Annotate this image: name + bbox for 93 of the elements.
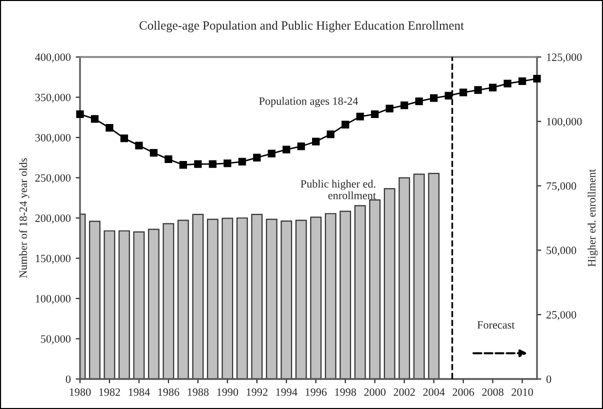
point: [194, 160, 202, 168]
point: [518, 77, 526, 85]
bar: [398, 177, 410, 379]
bar: [104, 230, 116, 379]
point: [488, 84, 497, 92]
bar: [340, 210, 352, 379]
bar: [162, 223, 174, 379]
bar: [324, 213, 336, 379]
bar: [118, 230, 130, 379]
bar: [192, 214, 204, 379]
bar: [251, 214, 263, 379]
point: [282, 146, 290, 154]
point: [150, 148, 158, 157]
point: [90, 115, 99, 123]
point: [533, 74, 541, 83]
y2-tick-label: 75,000: [546, 182, 576, 192]
series-label: Population ages 18-24: [259, 97, 358, 108]
point: [135, 142, 143, 150]
y-tick-label: 300,000: [35, 134, 71, 144]
x-tick-label: 2006: [452, 388, 474, 396]
point: [208, 160, 216, 168]
bar: [428, 172, 440, 379]
point: [444, 92, 452, 100]
point: [400, 101, 408, 110]
x-tick-label: 2000: [364, 388, 386, 396]
y-tick-label: 50,000: [41, 335, 71, 344]
point: [459, 88, 468, 96]
x-tick-label: 1994: [276, 388, 298, 396]
y2-tick-label: 25,000: [546, 311, 576, 320]
point: [106, 124, 114, 132]
bar: [413, 174, 425, 379]
point: [297, 142, 305, 150]
bar: [295, 220, 307, 379]
x-tick-label: 1982: [99, 388, 120, 396]
point: [326, 130, 334, 138]
chart-title: College-age Population and Public Higher Education Enrollment: [140, 20, 464, 32]
x-tick-label: 1988: [188, 388, 209, 396]
point: [356, 112, 364, 120]
y2-tick-label: 125,000: [547, 53, 582, 63]
y2-tick-label: 50,000: [546, 246, 576, 256]
x-tick-label: 1986: [158, 388, 180, 396]
bar: [148, 228, 160, 379]
point: [164, 155, 172, 164]
annotation: Forecast: [477, 321, 515, 329]
bar: [266, 218, 278, 379]
x-tick-label: 2010: [512, 388, 533, 396]
x-tick-label: 1980: [70, 388, 91, 396]
bar: [354, 205, 366, 379]
y-tick-label: 250,000: [35, 174, 71, 184]
y-tick-label: 0: [66, 375, 71, 383]
point: [253, 154, 261, 162]
point: [342, 120, 350, 128]
point: [312, 138, 320, 146]
y-tick-label: 200,000: [35, 214, 71, 224]
point: [415, 97, 423, 106]
x-tick-label: 2008: [482, 388, 504, 396]
y-tick-label: 100,000: [36, 294, 71, 304]
y-axis-title: Number of 18-24 year olds: [19, 158, 30, 278]
bar: [177, 220, 189, 379]
x-tick-label: 1984: [128, 388, 150, 396]
bar: [236, 217, 248, 379]
bar: [280, 220, 292, 379]
point: [430, 94, 438, 102]
point: [76, 110, 84, 118]
y2-tick-label: 0: [546, 375, 552, 383]
x-tick-label: 2004: [423, 388, 445, 396]
point: [238, 158, 246, 166]
y-tick-label: 350,000: [35, 94, 71, 103]
x-tick-label: 2002: [394, 388, 415, 396]
series-label: Public higher ed. enrollment: [300, 180, 376, 200]
bar: [310, 216, 322, 379]
y2-axis-title: Higher ed. enrollment: [588, 169, 598, 267]
bar: [222, 218, 234, 379]
bar: [369, 199, 381, 379]
bar: [133, 231, 145, 379]
x-tick-label: 1996: [306, 388, 327, 396]
point: [371, 110, 379, 118]
bar: [384, 188, 396, 379]
x-tick-label: 1998: [335, 388, 356, 396]
point: [224, 159, 232, 168]
y2-tick-label: 100,000: [547, 118, 582, 127]
bar: [206, 218, 218, 379]
x-tick-label: 1992: [246, 388, 268, 396]
x-tick-label: 1990: [217, 388, 238, 396]
point: [120, 134, 128, 142]
bar: [89, 220, 100, 379]
y-tick-label: 400,000: [35, 53, 71, 63]
point: [386, 104, 394, 112]
point: [268, 150, 276, 158]
point: [504, 80, 512, 88]
point: [179, 161, 188, 169]
y-tick-label: 150,000: [36, 254, 71, 264]
point: [474, 86, 482, 94]
